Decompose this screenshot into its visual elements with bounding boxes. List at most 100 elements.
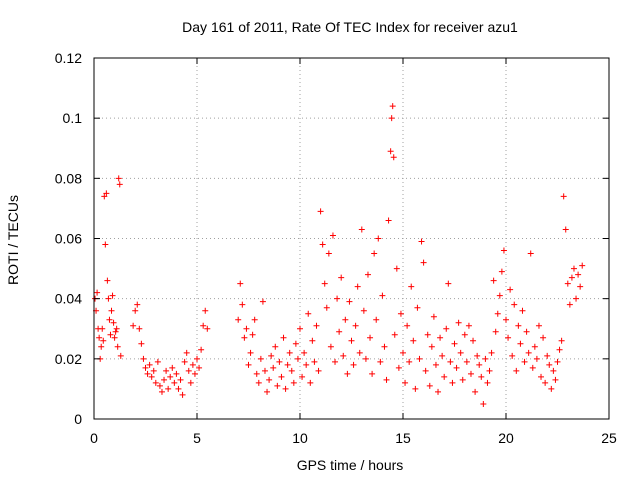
data-point: [282, 385, 289, 392]
data-point: [323, 304, 330, 311]
data-point: [529, 364, 536, 371]
data-point: [379, 292, 386, 299]
data-point: [259, 298, 266, 305]
data-point: [364, 271, 371, 278]
data-point: [465, 322, 472, 329]
data-point: [313, 322, 320, 329]
data-point: [509, 352, 516, 359]
data-point: [472, 388, 479, 395]
data-point: [175, 385, 182, 392]
data-point: [422, 367, 429, 374]
data-point: [515, 322, 522, 329]
data-point: [280, 334, 287, 341]
data-point: [270, 364, 277, 371]
data-point: [286, 349, 293, 356]
data-point: [165, 385, 172, 392]
data-point: [158, 388, 165, 395]
data-point: [108, 307, 115, 314]
data-point: [381, 343, 388, 350]
data-point: [387, 148, 394, 155]
y-tick-label: 0.04: [55, 291, 82, 307]
data-point: [388, 115, 395, 122]
data-point: [288, 367, 295, 374]
data-point: [511, 301, 518, 308]
data-point: [476, 361, 483, 368]
data-point: [383, 376, 390, 383]
data-point: [463, 358, 470, 365]
data-point: [548, 385, 555, 392]
data-point: [533, 355, 540, 362]
data-point: [321, 280, 328, 287]
data-point: [358, 226, 365, 233]
data-point: [251, 316, 258, 323]
y-tick-label: 0.06: [55, 231, 82, 247]
data-point: [196, 364, 203, 371]
data-point: [111, 334, 118, 341]
data-point: [418, 238, 425, 245]
data-point: [531, 343, 538, 350]
data-point: [412, 385, 419, 392]
data-point: [552, 376, 559, 383]
data-point: [152, 379, 159, 386]
data-point: [579, 262, 586, 269]
x-tick-label: 20: [498, 430, 514, 446]
data-point: [507, 286, 514, 293]
data-point: [459, 376, 466, 383]
data-point: [556, 346, 563, 353]
y-tick-label: 0.1: [63, 110, 83, 126]
data-point: [375, 235, 382, 242]
data-point: [404, 322, 411, 329]
data-point: [98, 343, 105, 350]
data-point: [319, 241, 326, 248]
data-point: [171, 379, 178, 386]
data-point: [194, 355, 200, 362]
data-point: [301, 349, 308, 356]
data-point: [332, 358, 339, 365]
data-point: [540, 334, 547, 341]
data-point: [443, 325, 450, 332]
data-point: [550, 367, 557, 374]
data-point: [261, 367, 268, 374]
data-point: [432, 361, 439, 368]
data-point: [525, 349, 532, 356]
data-point: [513, 367, 520, 374]
data-point: [390, 154, 397, 161]
y-tick-label: 0.08: [55, 170, 82, 186]
data-point: [142, 364, 149, 371]
x-tick-label: 0: [90, 430, 98, 446]
data-point: [294, 355, 301, 362]
data-point: [239, 301, 246, 308]
data-point: [136, 325, 143, 332]
data-point: [113, 325, 120, 332]
data-point: [410, 337, 417, 344]
x-tick-label: 10: [292, 430, 308, 446]
data-point: [389, 103, 396, 110]
data-point: [317, 208, 324, 215]
data-point: [527, 250, 534, 257]
data-point: [546, 361, 553, 368]
data-point: [154, 358, 161, 365]
data-point: [371, 250, 378, 257]
data-point: [303, 361, 310, 368]
data-point: [200, 322, 207, 329]
x-tick-label: 5: [193, 430, 201, 446]
data-point: [542, 379, 549, 386]
data-point: [344, 370, 351, 377]
data-point: [406, 358, 413, 365]
data-point: [334, 295, 341, 302]
x-tick-label: 25: [601, 430, 617, 446]
data-point: [342, 316, 349, 323]
x-tick-label: 15: [395, 430, 411, 446]
data-point: [377, 358, 384, 365]
data-point: [243, 325, 250, 332]
data-point: [447, 358, 454, 365]
data-point: [146, 361, 153, 368]
data-point: [179, 391, 186, 398]
data-point: [455, 319, 462, 326]
data-point: [393, 265, 400, 272]
data-point: [144, 370, 151, 377]
data-point: [449, 379, 456, 386]
data-point: [461, 331, 468, 338]
data-point: [498, 268, 505, 275]
